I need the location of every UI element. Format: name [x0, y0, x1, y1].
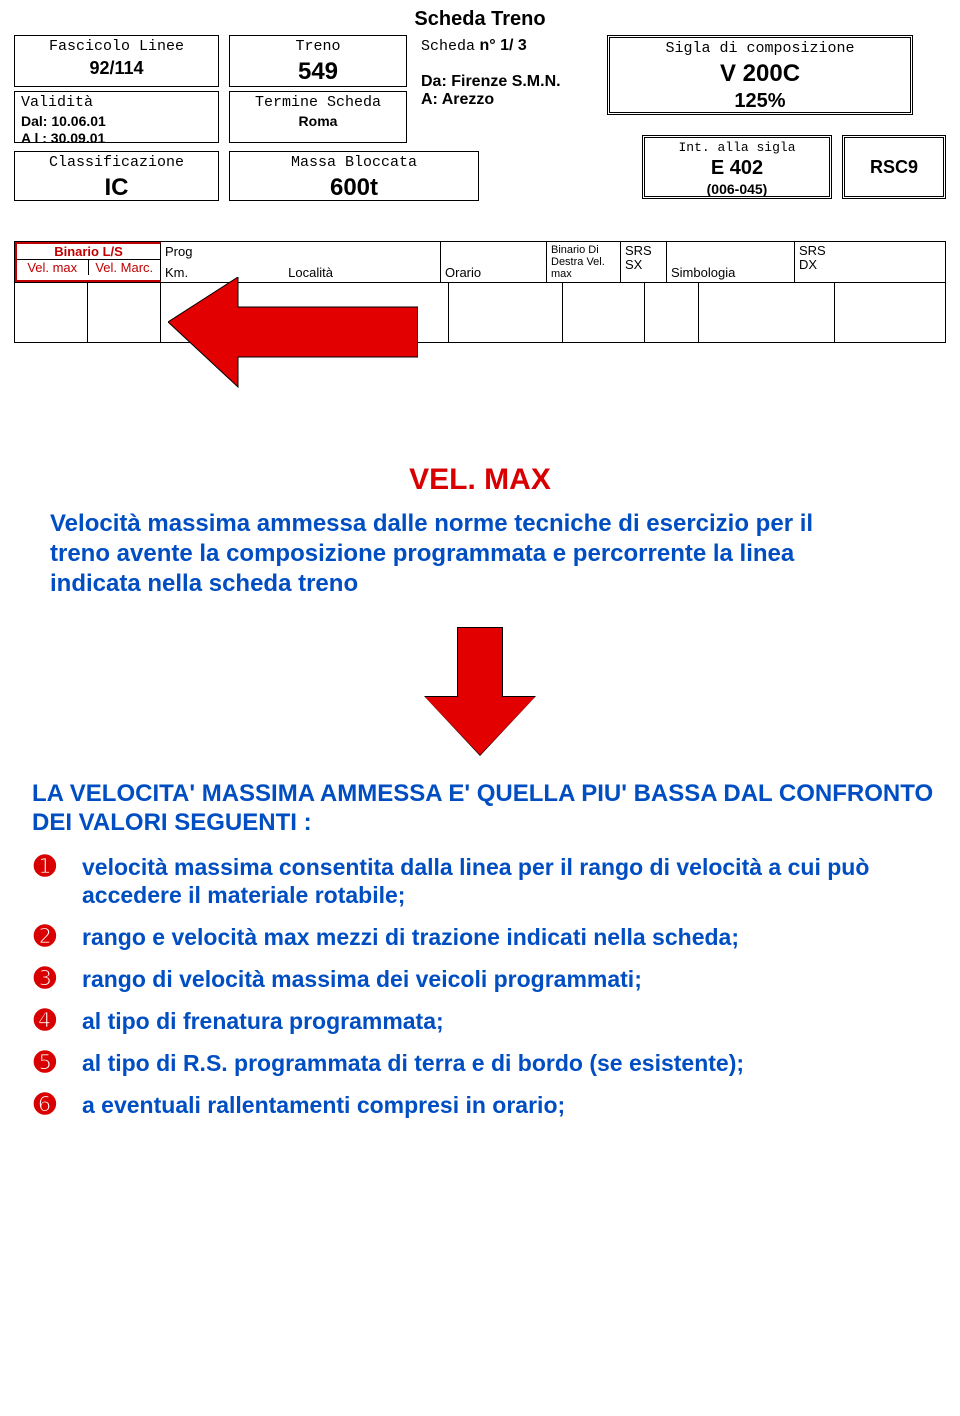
list-item: ➊ velocità massima consentita dalla line…: [34, 853, 946, 909]
col-simbologia: Simbologia: [667, 242, 795, 282]
col-srs-sx: SRS SX: [621, 242, 667, 282]
down-arrow-icon: [425, 627, 535, 757]
int-sigla-label: Int. alla sigla: [651, 140, 823, 156]
col-binario-ls: Binario L/S Vel. max Vel. Marc.: [15, 242, 161, 282]
pointer-arrow-icon: [168, 277, 418, 397]
col-fascicolo: Fascicolo Linee 92/114 Validità Dal: 10.…: [14, 35, 219, 143]
col-sigla: Sigla di composizione V 200C 125%: [607, 35, 913, 115]
item-5: al tipo di R.S. programmata di terra e d…: [82, 1049, 744, 1077]
massa-box: Massa Bloccata 600t: [229, 151, 479, 201]
col-treno: Treno 549 Termine Scheda Roma: [229, 35, 407, 143]
page: Scheda Treno Fascicolo Linee 92/114 Vali…: [0, 0, 960, 1163]
list-item: ➋ rango e velocità max mezzi di trazione…: [34, 923, 946, 951]
bullet-5: ➎: [34, 1049, 62, 1075]
validita-dal: Dal: 10.06.01: [21, 113, 212, 131]
treno-value: 549: [236, 57, 400, 87]
bullet-2: ➋: [34, 923, 62, 949]
list-item: ➎ al tipo di R.S. programmata di terra e…: [34, 1049, 946, 1077]
sigla-box: Sigla di composizione V 200C 125%: [607, 35, 913, 115]
col-velmarc: Vel. Marc.: [89, 260, 161, 275]
fascicolo-box: Fascicolo Linee 92/114: [14, 35, 219, 87]
route-a: A: Arezzo: [421, 91, 593, 109]
validita-al: A l : 30.09.01: [21, 130, 212, 148]
list-item: ➍ al tipo di frenatura programmata;: [34, 1007, 946, 1035]
page-title: Scheda Treno: [14, 8, 946, 31]
item-3: rango di velocità massima dei veicoli pr…: [82, 965, 642, 993]
list-item: ➌ rango di velocità massima dei veicoli …: [34, 965, 946, 993]
col-srs-dx: SRS DX: [795, 242, 841, 282]
classif-box: Classificazione IC: [14, 151, 219, 201]
bullet-3: ➌: [34, 965, 62, 991]
rsc-box: RSC9: [842, 135, 946, 199]
scheda-label: Scheda: [421, 38, 475, 55]
scheda-cell: Scheda n° 1/ 3 Da: Firenze S.M.N. A: Are…: [417, 35, 597, 111]
bullet-1: ➊: [34, 853, 62, 879]
list-item: ➏ a eventuali rallentamenti compresi in …: [34, 1091, 946, 1119]
fascicolo-value: 92/114: [21, 57, 212, 80]
validita-label: Validità: [21, 94, 212, 113]
int-sigla-range: (006-045): [651, 181, 823, 199]
int-sigla-value: E 402: [651, 156, 823, 181]
blank-data-row: [14, 283, 946, 343]
item-2: rango e velocità max mezzi di trazione i…: [82, 923, 739, 951]
velmax-paragraph: Velocità massima ammessa dalle norme tec…: [50, 509, 870, 598]
col-prog-label: Prog: [165, 244, 436, 259]
treno-box: Treno 549: [229, 35, 407, 87]
column-header-wrap: Binario L/S Vel. max Vel. Marc. Prog Km.…: [14, 241, 946, 343]
col-binario-d: Binario Di Destra Vel. max: [547, 242, 621, 282]
col-velmax: Vel. max: [17, 260, 89, 275]
classif-value: IC: [21, 173, 212, 203]
bullet-4: ➍: [34, 1007, 62, 1033]
item-6: a eventuali rallentamenti compresi in or…: [82, 1091, 565, 1119]
fascicolo-label: Fascicolo Linee: [21, 38, 212, 57]
header-row-2: Classificazione IC Massa Bloccata 600t I…: [14, 151, 946, 201]
sigla-label: Sigla di composizione: [616, 40, 904, 59]
sigla-value: V 200C: [616, 59, 904, 89]
velmax-title: VEL. MAX: [14, 463, 946, 497]
treno-label: Treno: [236, 38, 400, 57]
massa-value: 600t: [236, 173, 472, 203]
comparison-heading: LA VELOCITA' MASSIMA AMMESSA E' QUELLA P…: [32, 779, 946, 838]
scheda-num: n° 1/ 3: [479, 37, 526, 54]
validita-box: Validità Dal: 10.06.01 A l : 30.09.01: [14, 91, 219, 143]
classif-label: Classificazione: [21, 154, 212, 173]
int-sigla-box: Int. alla sigla E 402 (006-045): [642, 135, 832, 199]
route-da: Da: Firenze S.M.N.: [421, 73, 593, 91]
termine-value: Roma: [236, 113, 400, 131]
termine-box: Termine Scheda Roma: [229, 91, 407, 143]
column-header: Binario L/S Vel. max Vel. Marc. Prog Km.…: [14, 241, 946, 283]
criteria-list: ➊ velocità massima consentita dalla line…: [34, 853, 946, 1119]
item-1: velocità massima consentita dalla linea …: [82, 853, 946, 909]
col-orario: Orario: [441, 242, 547, 282]
col-binario-ls-label: Binario L/S: [17, 244, 160, 260]
item-4: al tipo di frenatura programmata;: [82, 1007, 444, 1035]
termine-label: Termine Scheda: [236, 94, 400, 113]
sigla-pct: 125%: [616, 89, 904, 114]
header-row-1: Fascicolo Linee 92/114 Validità Dal: 10.…: [14, 35, 946, 143]
massa-label: Massa Bloccata: [236, 154, 472, 173]
bullet-6: ➏: [34, 1091, 62, 1117]
